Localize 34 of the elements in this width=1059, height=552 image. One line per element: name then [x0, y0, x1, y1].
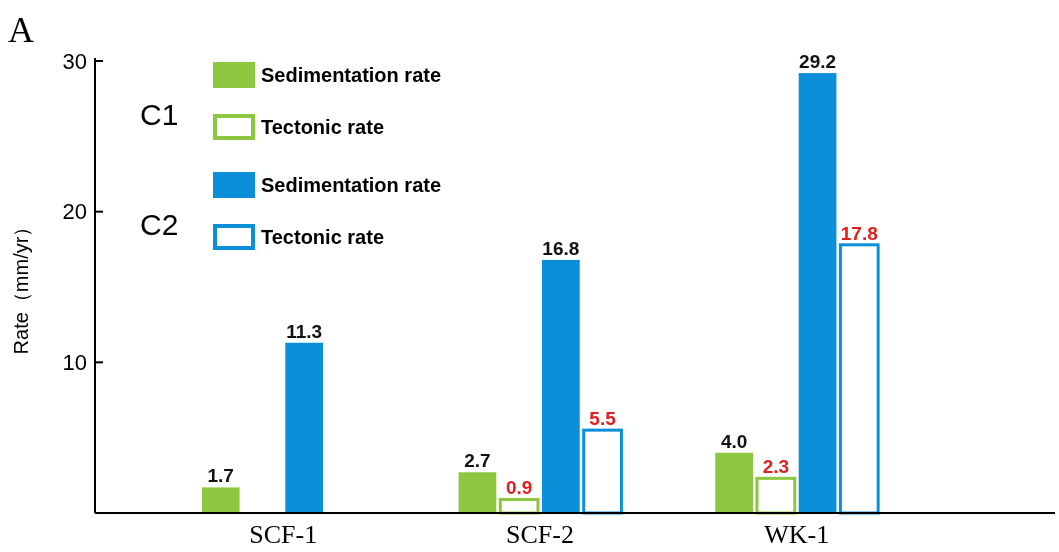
x-tick-label: SCF-1 [249, 520, 318, 549]
bar [285, 342, 323, 513]
legend-label: Tectonic rate [261, 226, 384, 248]
data-label: 16.8 [542, 237, 580, 259]
bar [458, 472, 497, 513]
y-tick-label: 20 [62, 199, 87, 225]
bar [542, 259, 580, 513]
data-label: 29.2 [799, 51, 837, 73]
data-label: 5.5 [589, 408, 617, 430]
data-label: 4.0 [720, 430, 748, 452]
annotation: C1 [140, 97, 179, 131]
bar [798, 73, 837, 513]
bar [498, 497, 540, 515]
y-tick-label: 10 [62, 350, 87, 376]
annotation: C2 [140, 207, 179, 241]
x-tick-label: WK-1 [764, 520, 830, 549]
data-label: 2.3 [762, 456, 790, 478]
data-label: 1.7 [207, 465, 234, 487]
bar [838, 243, 880, 515]
bar [582, 428, 623, 515]
data-label: 2.7 [464, 450, 491, 472]
bar [201, 487, 240, 513]
chart-title: A [8, 10, 34, 50]
legend-label: Sedimentation rate [261, 64, 442, 86]
bar [755, 476, 797, 515]
data-label: 11.3 [286, 320, 323, 342]
x-tick-label: SCF-2 [506, 520, 574, 549]
data-label: 0.9 [505, 477, 533, 499]
bar [715, 452, 753, 513]
y-axis-title: Rate（mm/yr） [10, 216, 32, 355]
legend-label: Tectonic rate [261, 116, 384, 138]
y-tick-label: 30 [62, 48, 87, 74]
data-label: 17.8 [840, 222, 878, 244]
legend-label: Sedimentation rate [261, 174, 442, 196]
